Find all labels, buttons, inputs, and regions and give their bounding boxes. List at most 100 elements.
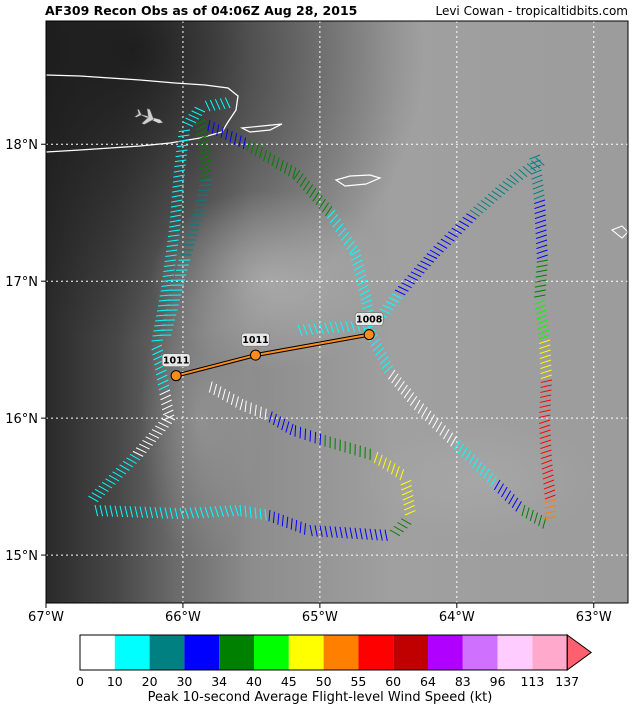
wind-barb [199, 144, 211, 150]
wind-barb [314, 431, 317, 444]
colorbar: 0 10 20 30 34 40 45 50 55 60 64 83 96 113 137 [76, 634, 593, 689]
wind-barb [529, 159, 541, 165]
colorbar-tick-label: 83 [455, 674, 471, 689]
wind-barb [513, 171, 524, 181]
wind-barb [88, 495, 99, 503]
wind-barb [115, 467, 127, 475]
wind-barb [122, 460, 134, 468]
wind-barb [160, 394, 172, 401]
wind-barb [423, 256, 435, 263]
wind-barb [161, 418, 173, 425]
wind-barb [254, 507, 257, 519]
wind-barb [356, 279, 368, 286]
wind-barb [345, 321, 350, 333]
wind-barb [534, 209, 546, 215]
wind-barb [169, 507, 174, 519]
wind-barb [174, 164, 186, 168]
wind-barb [540, 389, 552, 393]
wind-barb [536, 259, 549, 263]
wind-barb [239, 504, 242, 517]
wind-barb [263, 149, 268, 162]
wind-barb [230, 393, 235, 406]
wind-barb [169, 214, 182, 218]
wind-barb [132, 450, 144, 457]
wind-barb [359, 528, 363, 540]
wind-barb [350, 254, 362, 261]
wind-barb [297, 324, 303, 336]
wind-barb [302, 324, 308, 336]
wind-barb [349, 249, 361, 256]
wind-barb [543, 484, 555, 490]
wind-barb [296, 173, 304, 184]
wind-barb [254, 144, 259, 157]
wind-barb [401, 485, 413, 491]
wind-barb [148, 432, 160, 439]
wind-barb [534, 289, 546, 293]
wind-barb [163, 269, 175, 273]
wind-barb [302, 180, 310, 191]
wind-barb [401, 282, 412, 289]
wind-barb [370, 338, 380, 347]
wind-barb [151, 344, 163, 351]
colorbar-segment [149, 635, 185, 670]
colorbar-segment [428, 635, 463, 670]
wind-barb [155, 369, 167, 376]
wind-barb [541, 464, 553, 470]
flight-track [88, 97, 557, 541]
wind-barb [139, 443, 150, 450]
lon-tick-label: 63°W [576, 610, 612, 625]
wind-barb [455, 224, 466, 231]
center-fix-point [363, 329, 375, 341]
wind-barb [171, 199, 183, 203]
wind-barb [158, 421, 169, 428]
wind-barb [292, 167, 297, 179]
colorbar-segment [497, 635, 533, 670]
wind-barb [373, 451, 379, 464]
wind-barb [384, 529, 388, 541]
wind-barb [533, 189, 545, 195]
wind-barb [506, 177, 517, 185]
wind-barb [129, 453, 141, 461]
wind-barb [479, 465, 486, 476]
wind-barb [277, 513, 280, 525]
wind-barb [119, 464, 130, 471]
wind-barb [308, 323, 314, 335]
wind-barb [229, 131, 233, 143]
wind-barb [535, 224, 547, 230]
wind-barb [101, 481, 113, 489]
wind-barb [167, 239, 179, 243]
colorbar-tick-label: 96 [490, 674, 506, 689]
wind-barb [399, 469, 405, 481]
wind-barb [281, 418, 286, 431]
wind-barb [335, 222, 344, 233]
wind-barb [491, 190, 502, 198]
wind-barb [540, 374, 552, 380]
wind-barb [334, 526, 338, 538]
wind-barb [169, 224, 181, 228]
wind-barb [304, 428, 307, 441]
wind-barb [99, 505, 104, 517]
wind-barb [244, 400, 247, 413]
wind-barb [426, 253, 438, 260]
wind-barb [222, 388, 226, 401]
wind-barb [226, 391, 231, 403]
wind-barb [294, 425, 297, 437]
wind-barb [264, 408, 267, 421]
colorbar-tick-label: 0 [76, 674, 84, 689]
wind-barb [540, 444, 552, 450]
wind-barb [151, 339, 163, 342]
wind-barb [254, 404, 257, 417]
wind-barb [535, 309, 547, 315]
wind-barb [224, 97, 231, 109]
wind-barb [285, 421, 290, 433]
wind-barb [458, 220, 470, 228]
wind-barb [109, 505, 114, 517]
wind-barb [170, 209, 182, 213]
wind-barb [435, 421, 443, 432]
wind-barb [191, 110, 203, 117]
lon-tick-label: 65°W [302, 610, 338, 625]
wind-barb [482, 468, 490, 480]
wind-barb [461, 447, 468, 458]
wind-barb [539, 434, 551, 440]
colorbar-segment [254, 635, 289, 670]
